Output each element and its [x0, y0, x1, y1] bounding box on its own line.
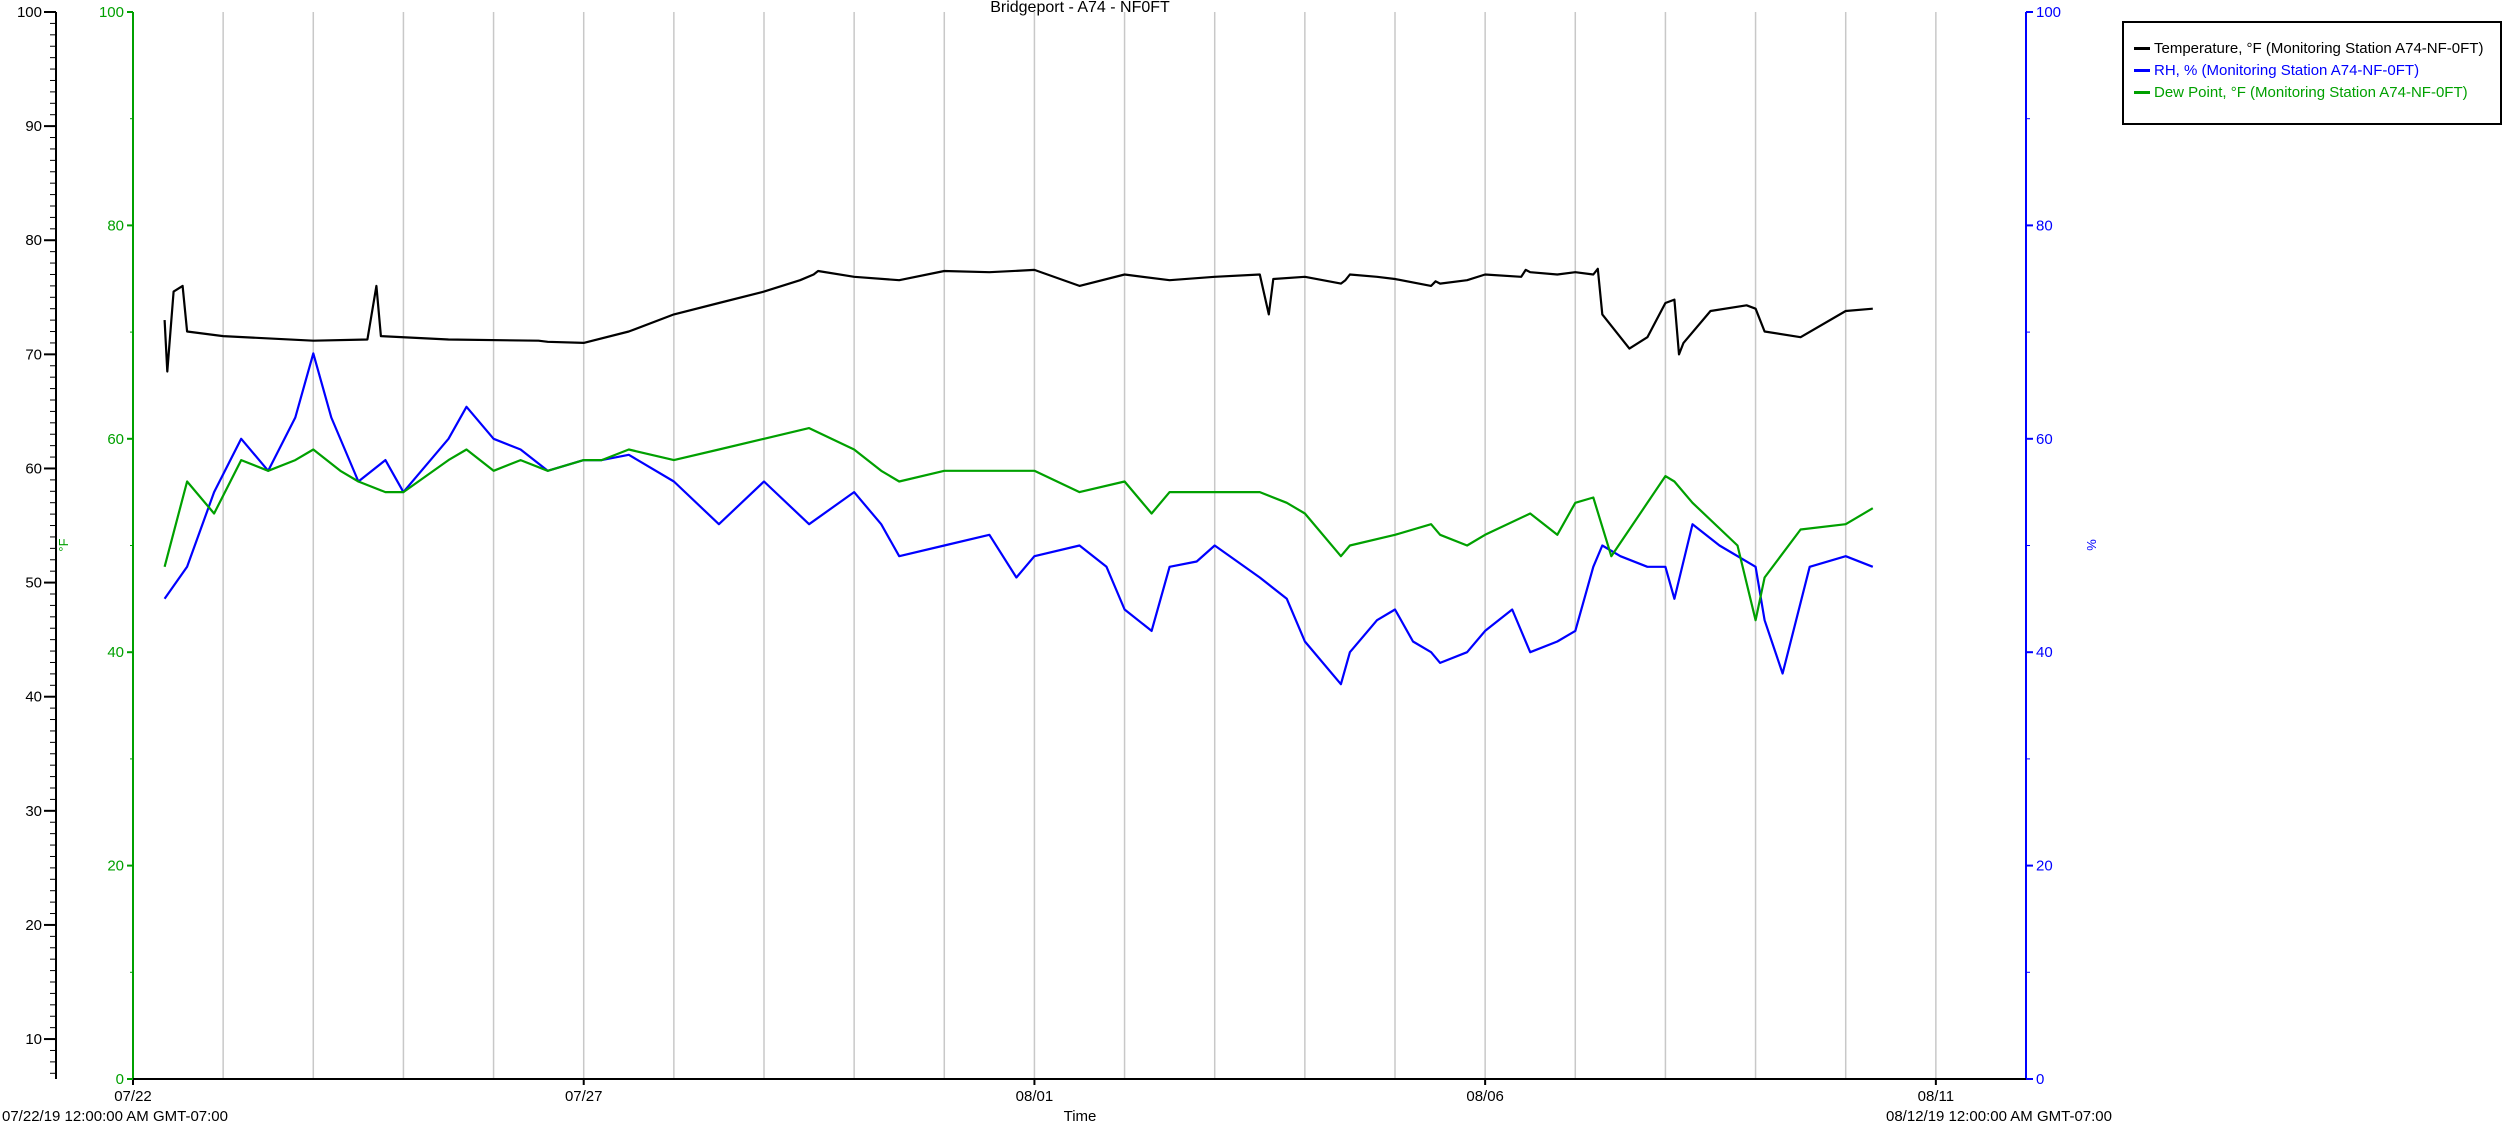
axes [55, 12, 2027, 1080]
legend-item-rh: RH, % (Monitoring Station A74-NF-0FT) [2134, 59, 2490, 81]
dew-tick-label-80: 80 [107, 217, 124, 234]
legend-item-dew-point: Dew Point, °F (Monitoring Station A74-NF… [2134, 81, 2490, 103]
legend-swatch-temperature [2134, 46, 2150, 50]
rh-tick-label-20: 20 [2036, 858, 2053, 875]
legend-swatch-rh [2134, 68, 2150, 72]
series-line-dew-point [163, 427, 1874, 622]
legend: Temperature, °F (Monitoring Station A74-… [2122, 21, 2502, 125]
rh-tick-label-40: 40 [2036, 644, 2053, 661]
series-line-rh [163, 352, 1874, 686]
temp-tick-label-40: 40 [25, 689, 42, 706]
chart-title: Bridgeport - A74 - NF0FT [990, 0, 1170, 16]
legend-swatch-dew-point [2134, 90, 2150, 94]
x-tick-label-08/06: 08/06 [1466, 1088, 1504, 1105]
series-lines [163, 267, 1874, 686]
dew-axis-title: °F [56, 538, 71, 551]
dew-tick-label-60: 60 [107, 431, 124, 448]
legend-label-temperature: Temperature, °F (Monitoring Station A74-… [2154, 39, 2484, 57]
rh-tick-label-0: 0 [2036, 1071, 2044, 1088]
rh-tick-label-60: 60 [2036, 431, 2053, 448]
legend-label-rh: RH, % (Monitoring Station A74-NF-0FT) [2154, 61, 2420, 79]
legend-label-dew-point: Dew Point, °F (Monitoring Station A74-NF… [2154, 83, 2468, 101]
grid-lines [222, 12, 1937, 1079]
temp-tick-label-60: 60 [25, 460, 42, 477]
temp-tick-label-50: 50 [25, 575, 42, 592]
dew-tick-label-0: 0 [116, 1071, 124, 1088]
rh-tick-label-80: 80 [2036, 217, 2053, 234]
x-tick-label-08/01: 08/01 [1016, 1088, 1054, 1105]
series-line-temperature [163, 267, 1873, 373]
temp-tick-label-10: 10 [25, 1031, 42, 1048]
tick-labels: 07/22 07/27 08/01 08/06 08/11 10 20 30 40 50 60 70 8… [17, 4, 2061, 1105]
x-tick-label-07/22: 07/22 [114, 1088, 152, 1105]
x-range-end-label: 08/12/19 12:00:00 AM GMT-07:00 [1886, 1108, 2112, 1125]
temp-tick-label-20: 20 [25, 917, 42, 934]
dew-tick-label-20: 20 [107, 858, 124, 875]
x-tick-label-07/27: 07/27 [565, 1088, 603, 1105]
x-range-start-label: 07/22/19 12:00:00 AM GMT-07:00 [2, 1108, 228, 1125]
rh-tick-label-100: 100 [2036, 4, 2061, 21]
temp-tick-label-30: 30 [25, 803, 42, 820]
dew-tick-label-100: 100 [99, 4, 124, 21]
x-axis-title: Time [1064, 1108, 1097, 1125]
temp-tick-label-90: 90 [25, 118, 42, 135]
temp-tick-label-70: 70 [25, 346, 42, 363]
legend-item-temperature: Temperature, °F (Monitoring Station A74-… [2134, 37, 2490, 59]
x-tick-label-08/11: 08/11 [1918, 1088, 1954, 1105]
temp-tick-label-100: 100 [17, 4, 42, 21]
temp-tick-label-80: 80 [25, 232, 42, 249]
rh-axis-title: % [2084, 539, 2099, 551]
dew-tick-label-40: 40 [107, 644, 124, 661]
